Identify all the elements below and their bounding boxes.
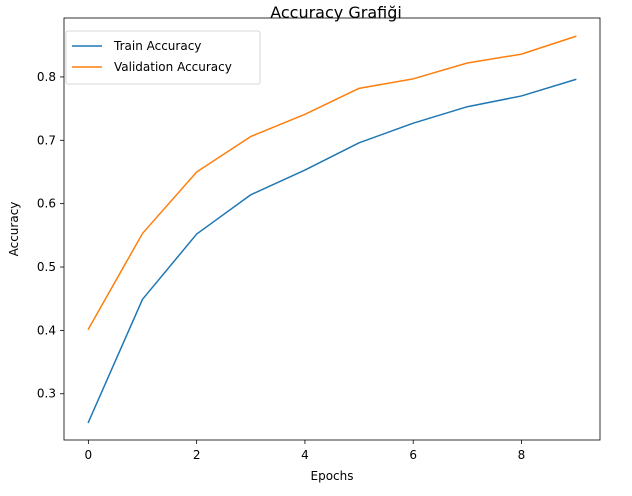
x-axis-label: Epochs xyxy=(311,469,354,483)
series-lines xyxy=(87,35,577,424)
y-tick-label: 0.8 xyxy=(37,70,56,84)
y-tick-label: 0.3 xyxy=(37,387,56,401)
y-tick-label: 0.5 xyxy=(37,260,56,274)
legend-items: Train Accuracy Validation Accuracy xyxy=(72,39,232,74)
y-axis-label: Accuracy xyxy=(7,202,21,257)
plot-area xyxy=(87,35,577,424)
series-line-validation-accuracy xyxy=(87,35,577,331)
axes-frame xyxy=(63,17,601,441)
chart-title: Accuracy Grafiği xyxy=(270,3,402,22)
legend: Train Accuracy Validation Accuracy xyxy=(65,30,261,85)
x-tick-label: 4 xyxy=(301,448,309,462)
legend-label: Train Accuracy xyxy=(113,39,201,53)
x-axis: 0 2 4 6 8 xyxy=(85,440,526,462)
legend-label: Validation Accuracy xyxy=(114,60,232,74)
y-tick-label: 0.4 xyxy=(37,323,56,337)
series-line-train-accuracy xyxy=(87,78,577,424)
y-tick-label: 0.6 xyxy=(37,197,56,211)
x-tick-label: 2 xyxy=(193,448,201,462)
legend-box xyxy=(65,30,261,85)
x-tick-label: 6 xyxy=(409,448,417,462)
x-tick-label: 0 xyxy=(85,448,93,462)
y-tick-label: 0.7 xyxy=(37,133,56,147)
y-axis: 0.3 0.4 0.5 0.6 0.7 0.8 xyxy=(37,70,64,401)
x-tick-label: 8 xyxy=(518,448,526,462)
